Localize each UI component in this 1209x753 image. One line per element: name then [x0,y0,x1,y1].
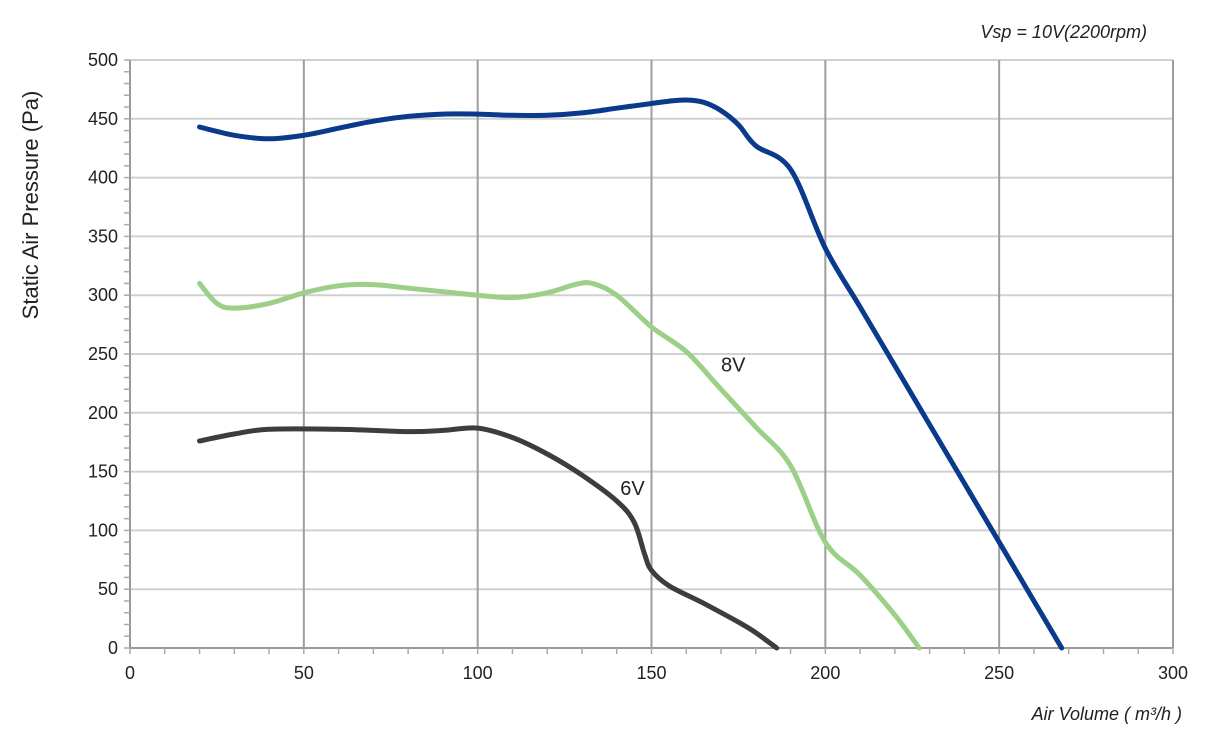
y-tick-label: 500 [88,50,118,70]
y-tick-label: 450 [88,109,118,129]
y-tick-label: 300 [88,285,118,305]
x-tick-labels: 0 50 100 150 200 250 300 [125,663,1188,683]
y-tick-label: 350 [88,226,118,246]
series-line-10v [197,97,1065,651]
series-label-8v: 8V [721,355,746,377]
y-tick-label: 100 [88,520,118,540]
minor-ticks [124,59,1174,654]
y-tick-label: 150 [88,462,118,482]
y-tick-labels: 0 50 100 150 200 250 300 350 400 450 500 [88,50,118,658]
series-lines [197,97,1065,651]
corner-annotation: Vsp = 10V(2200rpm) [980,22,1147,42]
x-tick-label: 100 [463,663,493,683]
series-line-6v [197,425,780,651]
x-axis-title: Air Volume ( m³/h ) [1031,704,1182,724]
x-tick-label: 300 [1158,663,1188,683]
series-labels: 8V 6V [620,355,746,500]
series-line-8v [197,280,922,651]
x-tick-label: 150 [636,663,666,683]
x-tick-label: 50 [294,663,314,683]
y-tick-label: 400 [88,168,118,188]
x-tick-label: 0 [125,663,135,683]
x-tick-label: 200 [810,663,840,683]
y-tick-label: 250 [88,344,118,364]
x-tick-label: 250 [984,663,1014,683]
y-tick-label: 0 [108,638,118,658]
series-label-6v: 6V [620,478,645,500]
y-tick-label: 50 [98,579,118,599]
y-axis-title: Static Air Pressure (Pa) [18,91,43,320]
y-tick-label: 200 [88,403,118,423]
